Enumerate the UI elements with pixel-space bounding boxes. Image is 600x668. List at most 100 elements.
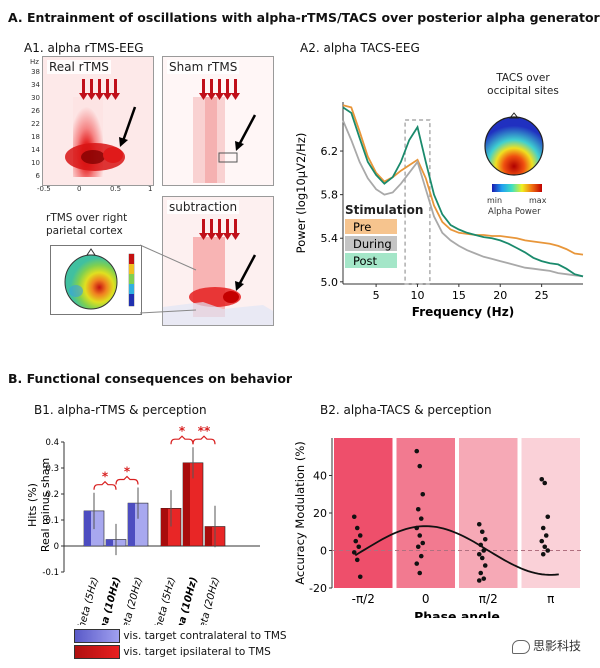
series-line-post bbox=[342, 106, 584, 278]
data-point bbox=[482, 563, 488, 568]
a2-title: A2. alpha TACS-EEG bbox=[300, 41, 420, 55]
data-point bbox=[539, 538, 545, 544]
a1-x-tick: -0.5 bbox=[37, 185, 51, 193]
rtms-site-caption: rTMS over right parietal cortex bbox=[46, 212, 128, 237]
section-b-title: B. Functional consequences on behavior bbox=[8, 371, 293, 386]
legend-label: During bbox=[353, 237, 392, 251]
data-point bbox=[476, 521, 482, 527]
data-point bbox=[417, 463, 423, 469]
x-category-label: beta (20Hz) bbox=[119, 576, 145, 625]
a1-y-tick: 14 bbox=[31, 146, 40, 154]
data-point bbox=[539, 476, 545, 482]
phase-bin bbox=[459, 438, 518, 588]
x-tick-label: π/2 bbox=[479, 592, 498, 606]
data-point bbox=[354, 525, 360, 531]
data-point bbox=[418, 553, 424, 559]
y-tick-label: 0.2 bbox=[45, 490, 59, 500]
data-point bbox=[543, 533, 549, 538]
stim-arrows bbox=[199, 79, 240, 100]
sham-rtms-tf-map: Sham rTMS bbox=[162, 56, 274, 186]
data-point bbox=[482, 536, 488, 542]
bar-shade bbox=[106, 539, 113, 546]
data-point bbox=[545, 548, 551, 553]
a1-x-tick: 0.5 bbox=[110, 185, 122, 193]
a1-x-tick: 1 bbox=[148, 185, 153, 193]
y-tick-label: 40 bbox=[313, 470, 327, 483]
alpha-power-colorbar bbox=[492, 184, 542, 192]
data-point bbox=[414, 448, 420, 454]
subtraction-label: subtraction bbox=[167, 200, 240, 214]
fit-curve bbox=[354, 525, 559, 576]
significance-star: * bbox=[179, 424, 186, 438]
y-tick-label: 5.0 bbox=[321, 276, 339, 289]
bar-shade bbox=[84, 510, 91, 546]
rtms-topo-map bbox=[64, 248, 135, 310]
legend-contralateral: vis. target contralateral to TMS bbox=[74, 629, 287, 643]
x-tick-label: 25 bbox=[535, 289, 549, 302]
x-tick-label: 15 bbox=[452, 289, 466, 302]
b1-hits-bar-chart: -0.1 0 0.1 0.2 0.3 0.4 Hits (%) Real minus sham… bbox=[26, 424, 260, 625]
bar-shade bbox=[128, 503, 135, 546]
subtraction-heatmap bbox=[163, 197, 273, 325]
significance-bracket bbox=[192, 435, 216, 445]
legend-swatch-post bbox=[345, 253, 397, 268]
phase-bin bbox=[521, 438, 580, 588]
y-tick-label: 5.4 bbox=[321, 232, 339, 245]
data-point bbox=[545, 514, 551, 520]
data-point bbox=[481, 576, 487, 581]
x-tick-label: 20 bbox=[493, 289, 507, 302]
legend-swatch-red bbox=[74, 645, 120, 659]
phase-bin bbox=[334, 438, 393, 588]
data-point bbox=[540, 525, 546, 531]
data-point bbox=[481, 548, 487, 553]
x-category-label: theta (5Hz) bbox=[76, 576, 101, 625]
data-point bbox=[542, 480, 548, 486]
significance-star: ** bbox=[198, 424, 211, 438]
significance-bracket bbox=[115, 475, 139, 485]
y-tick-label: 0.3 bbox=[45, 464, 59, 474]
section-a-title: A. Entrainment of oscillations with alph… bbox=[8, 10, 600, 25]
data-point bbox=[417, 570, 423, 576]
data-point bbox=[356, 544, 362, 550]
a1-y-ticks: 38 34 30 26 22 18 14 10 6 bbox=[28, 66, 40, 181]
data-point bbox=[417, 533, 423, 538]
x-tick-label: 10 bbox=[410, 289, 424, 302]
y-axis-label: Real minus sham bbox=[39, 458, 52, 552]
colorbar-min: min bbox=[487, 196, 503, 205]
real-rtms-tf-map: Real rTMS bbox=[42, 56, 154, 186]
a1-y-tick: 26 bbox=[31, 107, 40, 115]
data-point bbox=[476, 578, 482, 583]
y-tick-label: 0.4 bbox=[45, 438, 59, 448]
phase-bin bbox=[396, 438, 455, 588]
bar-shade bbox=[161, 508, 168, 546]
legend-label: vis. target ipsilateral to TMS bbox=[123, 646, 271, 658]
data-point bbox=[420, 491, 426, 497]
data-point bbox=[414, 561, 420, 566]
subtraction-tf-map: subtraction bbox=[162, 196, 274, 326]
data-point bbox=[353, 538, 359, 544]
y-tick-label: 5.8 bbox=[321, 189, 339, 202]
series-line-pre bbox=[342, 104, 584, 256]
b1-title: B1. alpha-rTMS & perception bbox=[34, 403, 207, 417]
y-tick-label: -0.1 bbox=[42, 568, 59, 578]
data-point bbox=[478, 542, 484, 548]
black-arrow-icon bbox=[235, 114, 257, 151]
data-point bbox=[420, 540, 426, 546]
sham-rtms-heatmap bbox=[163, 57, 273, 185]
real-rtms-label: Real rTMS bbox=[47, 60, 111, 74]
tacs-topography bbox=[482, 112, 546, 178]
bar-shade bbox=[205, 526, 212, 546]
b2-phase-chart: -20 0 20 40 -π/2 0 π/2 π Phase angle Accuracy Mod… bbox=[293, 438, 582, 618]
legend-ipsilateral: vis. target ipsilateral to TMS bbox=[74, 645, 271, 659]
data-point bbox=[351, 514, 357, 520]
data-point bbox=[479, 555, 485, 561]
a2-power-spectrum-chart: 5.0 5.4 5.8 6.2 5 10 15 20 25 Frequency (Hz) Power… bbox=[294, 102, 584, 319]
legend-label: Post bbox=[353, 254, 378, 268]
a1-y-tick: 38 bbox=[31, 68, 40, 76]
y-tick-label: -20 bbox=[309, 582, 327, 595]
a1-title: A1. alpha rTMS-EEG bbox=[24, 41, 144, 55]
data-point bbox=[414, 525, 420, 531]
x-category-label: beta (20Hz) bbox=[196, 576, 222, 625]
colorbar-label: Alpha Power bbox=[488, 207, 541, 217]
